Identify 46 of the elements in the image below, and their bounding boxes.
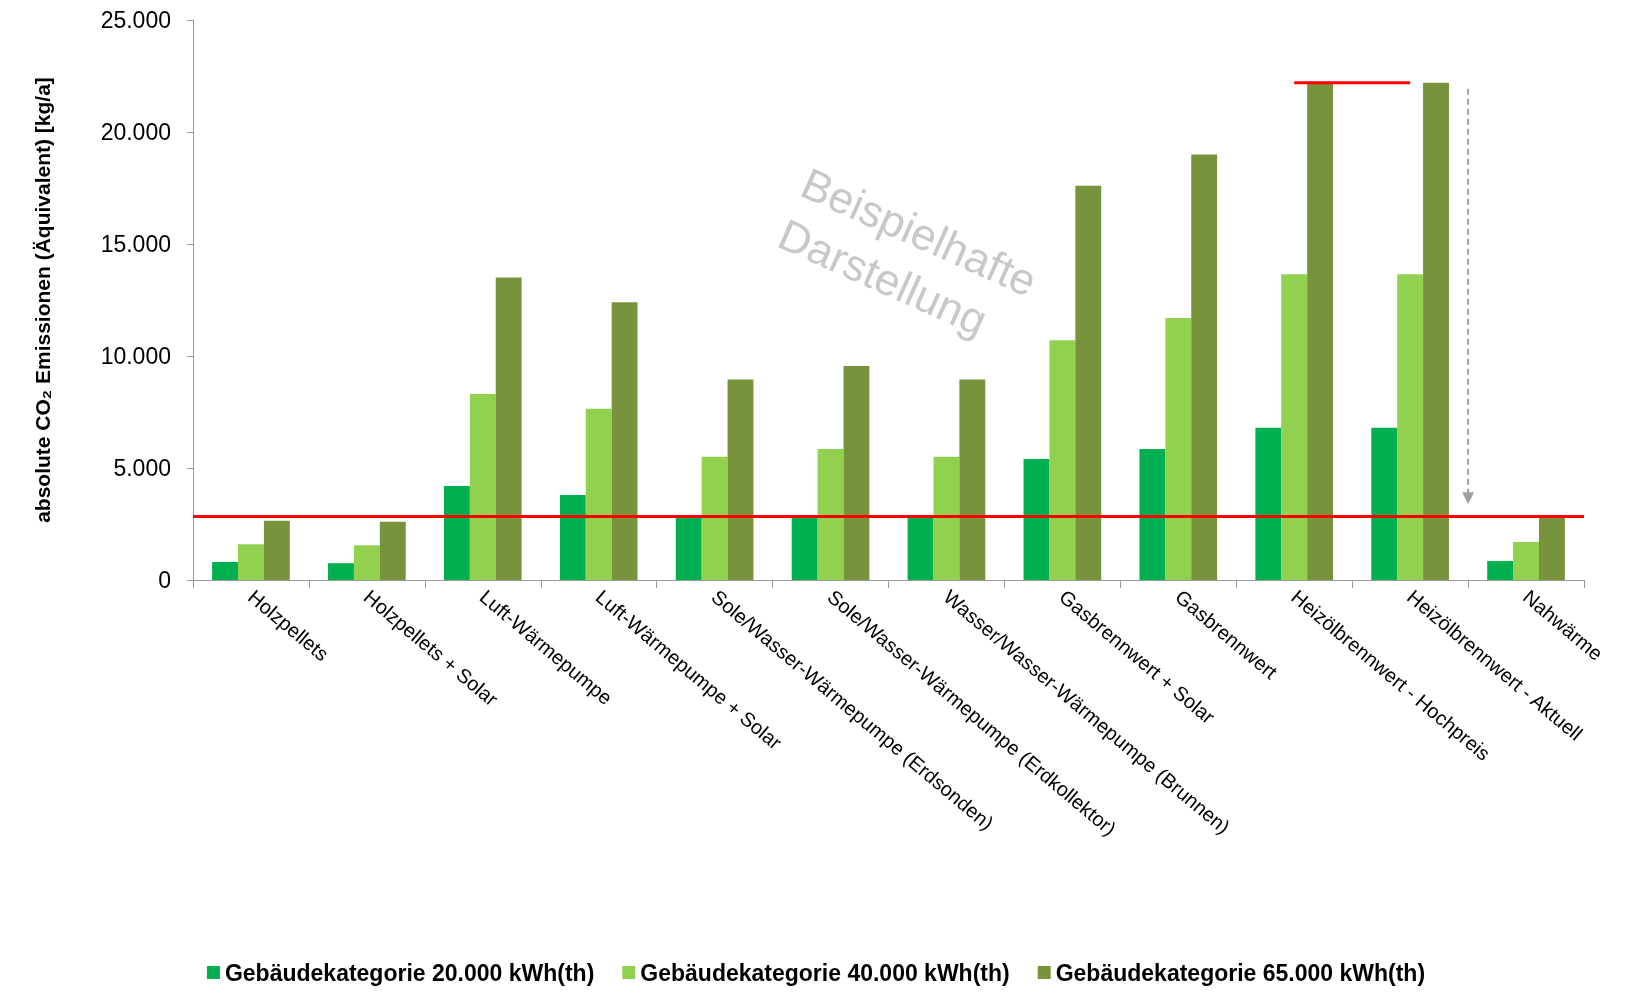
bar bbox=[727, 379, 754, 580]
bar bbox=[585, 408, 612, 580]
y-tick-label: 25.000 bbox=[100, 7, 171, 33]
bar bbox=[907, 515, 934, 580]
bar bbox=[1487, 560, 1514, 580]
bar bbox=[611, 302, 638, 580]
bar bbox=[1049, 340, 1076, 580]
y-tick-label: 0 bbox=[158, 567, 171, 593]
bar bbox=[328, 563, 354, 580]
bar bbox=[1538, 517, 1565, 580]
bar bbox=[1165, 317, 1192, 580]
bar bbox=[701, 456, 728, 580]
bar bbox=[212, 562, 239, 580]
bar bbox=[1307, 82, 1334, 580]
bar bbox=[1255, 427, 1282, 580]
y-tick-label: 20.000 bbox=[100, 119, 171, 145]
bar bbox=[1513, 541, 1539, 580]
y-tick-label: 10.000 bbox=[100, 343, 171, 369]
bar bbox=[263, 520, 290, 580]
bar bbox=[1281, 274, 1308, 580]
bar bbox=[1139, 448, 1166, 580]
legend-label: Gebäudekategorie 20.000 kWh(th) bbox=[224, 959, 595, 986]
y-tick-label: 5.000 bbox=[113, 455, 171, 481]
bar bbox=[353, 545, 380, 580]
bar bbox=[791, 515, 818, 580]
bar bbox=[443, 485, 470, 580]
y-axis-title: absolute CO₂ Emissionen (Äquivalent) [kg/a] bbox=[31, 77, 54, 523]
bar bbox=[1423, 82, 1449, 580]
bar bbox=[933, 456, 960, 580]
bar bbox=[1191, 154, 1218, 580]
bar bbox=[469, 394, 496, 580]
bar bbox=[1023, 459, 1050, 580]
bar bbox=[675, 515, 702, 580]
bar bbox=[817, 448, 844, 580]
y-tick-label: 15.000 bbox=[100, 231, 171, 257]
legend-label: Gebäudekategorie 40.000 kWh(th) bbox=[640, 959, 1010, 986]
bar bbox=[1371, 427, 1398, 580]
bar bbox=[495, 277, 522, 580]
bar bbox=[1397, 274, 1424, 580]
bar bbox=[959, 379, 986, 580]
bar bbox=[559, 494, 586, 580]
bar bbox=[379, 521, 406, 580]
bar bbox=[238, 544, 264, 580]
bar bbox=[843, 366, 870, 580]
bar bbox=[1075, 185, 1102, 580]
legend-label: Gebäudekategorie 65.000 kWh(th) bbox=[1055, 959, 1426, 986]
